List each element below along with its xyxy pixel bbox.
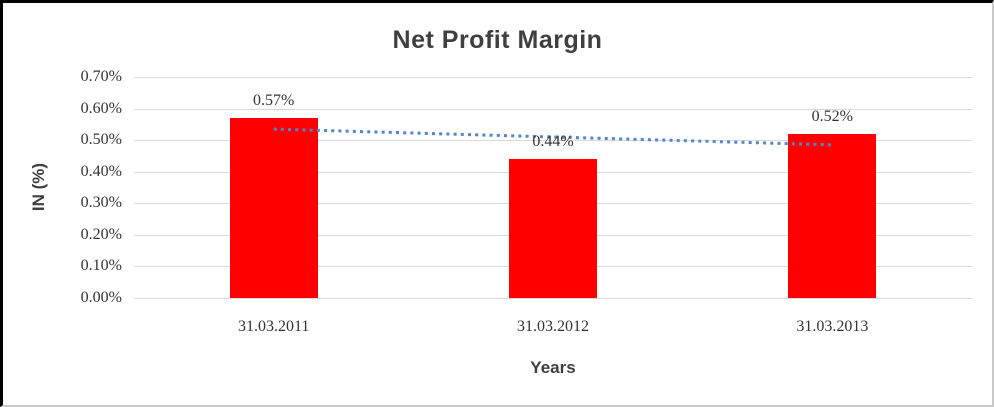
- y-tick-label: 0.70%: [80, 68, 122, 85]
- y-tick-label: 0.30%: [80, 194, 122, 212]
- gridline: [134, 140, 972, 142]
- data-label: 0.52%: [811, 107, 853, 125]
- data-label: 0.44%: [532, 133, 574, 151]
- plot-area: 0.57% 0.44% 0.52%: [134, 77, 972, 299]
- gridline: [134, 298, 972, 299]
- y-tick-label: 0.40%: [80, 162, 122, 180]
- x-axis-title: Years: [530, 358, 576, 377]
- y-tick-label: 0.10%: [80, 257, 122, 275]
- y-tick-label: 0.60%: [80, 99, 122, 117]
- gridline: [134, 77, 972, 78]
- y-tick-label: 0.50%: [80, 131, 122, 149]
- x-tick-label: 31.03.2012: [517, 318, 589, 335]
- bar: [509, 159, 597, 298]
- data-label: 0.57%: [252, 92, 295, 110]
- y-tick-label: 0.00%: [80, 289, 122, 306]
- gridline: [134, 108, 972, 110]
- y-tick-label: 0.20%: [80, 225, 122, 243]
- bar: [229, 118, 318, 298]
- bar: [788, 133, 877, 298]
- chart-title: Net Profit Margin: [392, 26, 603, 54]
- x-tick-label: 31.03.2011: [237, 318, 310, 335]
- x-tick-label: 31.03.2013: [796, 318, 869, 335]
